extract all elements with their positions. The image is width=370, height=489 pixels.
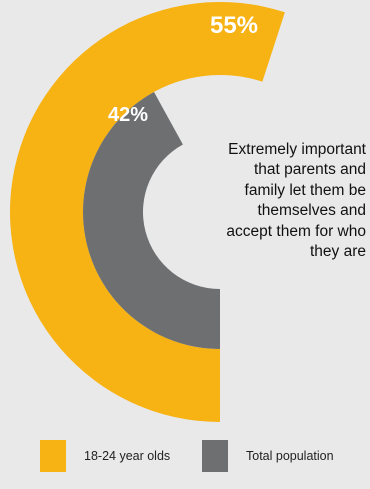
caption-line: accept them for who — [226, 222, 366, 240]
legend-swatch-18-24-year-olds — [40, 440, 66, 472]
caption-line: that parents and — [253, 161, 366, 179]
caption-line: themselves and — [257, 202, 366, 220]
value-label-18-24-year-olds: 55% — [209, 12, 259, 39]
caption-line: family let them be — [244, 181, 366, 199]
legend: 18-24 year olds Total population — [40, 440, 370, 480]
arc-18-24-year-olds — [10, 2, 285, 423]
caption-line: Extremely important — [228, 141, 366, 158]
chart-caption: Extremely important that parents and fam… — [166, 140, 366, 262]
value-label-total-population: 42% — [107, 104, 149, 126]
arc-total-population — [82, 91, 220, 349]
legend-label-total-population: Total population — [246, 449, 334, 463]
legend-swatch-total-population — [202, 440, 228, 472]
legend-label-18-24-year-olds: 18-24 year olds — [84, 449, 171, 463]
caption-line: they are — [309, 243, 366, 261]
